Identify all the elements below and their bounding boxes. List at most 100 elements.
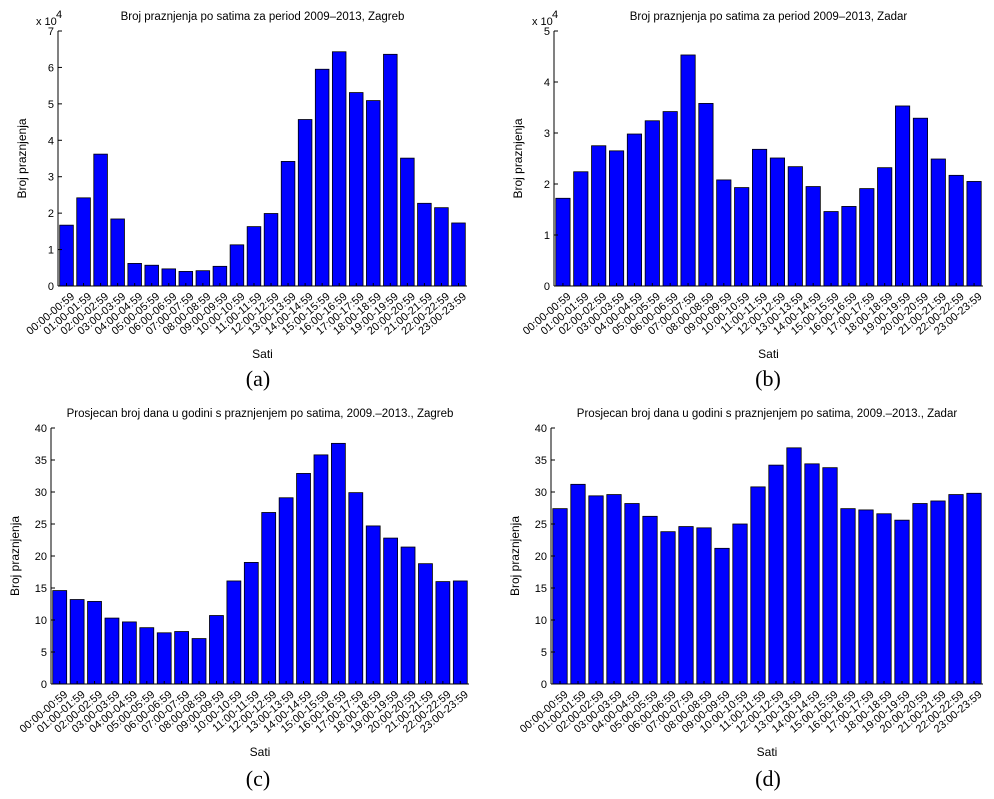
bar [805, 186, 821, 287]
chart-panel-c: Prosjecan broj dana u godini s praznjenj… [8, 408, 471, 791]
y-tick-label: 4 [544, 77, 550, 89]
bar [877, 167, 893, 287]
bar [122, 621, 137, 685]
chart-title: Prosjecan broj dana u godini s praznjenj… [577, 408, 958, 420]
y-tick-label: 25 [535, 519, 547, 531]
bar [570, 483, 586, 685]
bar [418, 563, 433, 685]
bar [331, 51, 347, 287]
bar [822, 467, 838, 685]
panel-label: (c) [246, 766, 270, 791]
bar [156, 632, 172, 685]
bar [894, 519, 910, 685]
bar [948, 494, 964, 685]
bar [591, 145, 607, 287]
x-axis-label: Sati [250, 745, 271, 759]
bar [87, 601, 102, 685]
y-tick-label: 25 [35, 519, 47, 531]
bar [417, 202, 432, 287]
y-axis-label: Broj praznjenja [15, 118, 29, 198]
bar [680, 54, 696, 287]
bar [644, 120, 660, 287]
bar [278, 497, 294, 685]
bar [144, 264, 159, 287]
bar [752, 148, 768, 287]
bar [750, 486, 766, 685]
bar [263, 213, 279, 287]
bar [139, 627, 155, 685]
y-tick-label: 2 [48, 208, 54, 220]
y-tick-label: 1 [544, 230, 550, 242]
bar [930, 158, 946, 287]
bar [588, 495, 604, 685]
bar [383, 53, 398, 287]
bar [841, 206, 857, 287]
chart-panel-a: Broj praznjenja po satima za period 2009… [15, 9, 469, 391]
bar [243, 562, 259, 685]
y-tick-label: 30 [35, 487, 47, 499]
y-axis-label: Broj praznjenja [508, 516, 522, 596]
bar [876, 513, 892, 685]
bar [609, 150, 625, 287]
y-tick-label: 0 [41, 679, 47, 691]
y-tick-label: 6 [48, 62, 54, 74]
y-tick-label: 20 [535, 551, 547, 563]
bar [76, 197, 91, 287]
bar [127, 263, 142, 287]
chart-panel-b: Broj praznjenja po satima za period 2009… [511, 9, 985, 391]
bar [660, 531, 676, 685]
y-tick-label: 5 [544, 26, 550, 38]
y-tick-label: 30 [535, 487, 547, 499]
x-axis-label: Sati [252, 347, 273, 361]
bar [69, 599, 85, 685]
bar [191, 638, 207, 685]
bar [349, 92, 364, 287]
y-tick-label: 10 [35, 615, 47, 627]
bar [104, 617, 120, 685]
y-exponent-label: x 10 [532, 16, 553, 28]
x-axis-label: Sati [757, 745, 778, 759]
bar [714, 547, 730, 685]
x-axis-label: Sati [758, 347, 779, 361]
y-exponent-power: 4 [56, 9, 62, 21]
bar [624, 503, 640, 685]
chart-title: Prosjecan broj dana u godini s praznjenj… [67, 408, 454, 420]
y-tick-label: 15 [535, 583, 547, 595]
bar [716, 179, 732, 287]
bar [823, 211, 839, 287]
bar [787, 166, 803, 287]
y-tick-label: 0 [48, 281, 54, 293]
bar [52, 590, 68, 685]
bar [678, 526, 694, 685]
bar [452, 580, 468, 685]
bar [174, 631, 189, 685]
y-tick-label: 40 [35, 423, 47, 435]
bar [209, 615, 224, 685]
bar [110, 218, 125, 287]
bar [786, 447, 802, 685]
y-tick-label: 3 [544, 128, 550, 140]
bar [859, 188, 875, 287]
bar [840, 508, 856, 685]
bar [930, 500, 946, 685]
panel-label: (a) [246, 366, 270, 391]
bar [966, 492, 982, 685]
bar [451, 222, 466, 287]
bar [804, 463, 820, 685]
y-tick-label: 0 [541, 679, 547, 691]
bar [552, 508, 568, 685]
bar [383, 537, 398, 685]
y-tick-label: 2 [544, 179, 550, 191]
bar [768, 464, 784, 685]
y-tick-label: 5 [48, 99, 54, 111]
bar [400, 546, 416, 685]
bar [226, 580, 242, 685]
bar [734, 187, 750, 287]
bar [858, 509, 874, 685]
bar [331, 442, 346, 685]
y-exponent-power: 4 [552, 9, 558, 21]
bar [912, 503, 928, 685]
bar [296, 473, 311, 685]
y-tick-label: 4 [48, 135, 54, 147]
